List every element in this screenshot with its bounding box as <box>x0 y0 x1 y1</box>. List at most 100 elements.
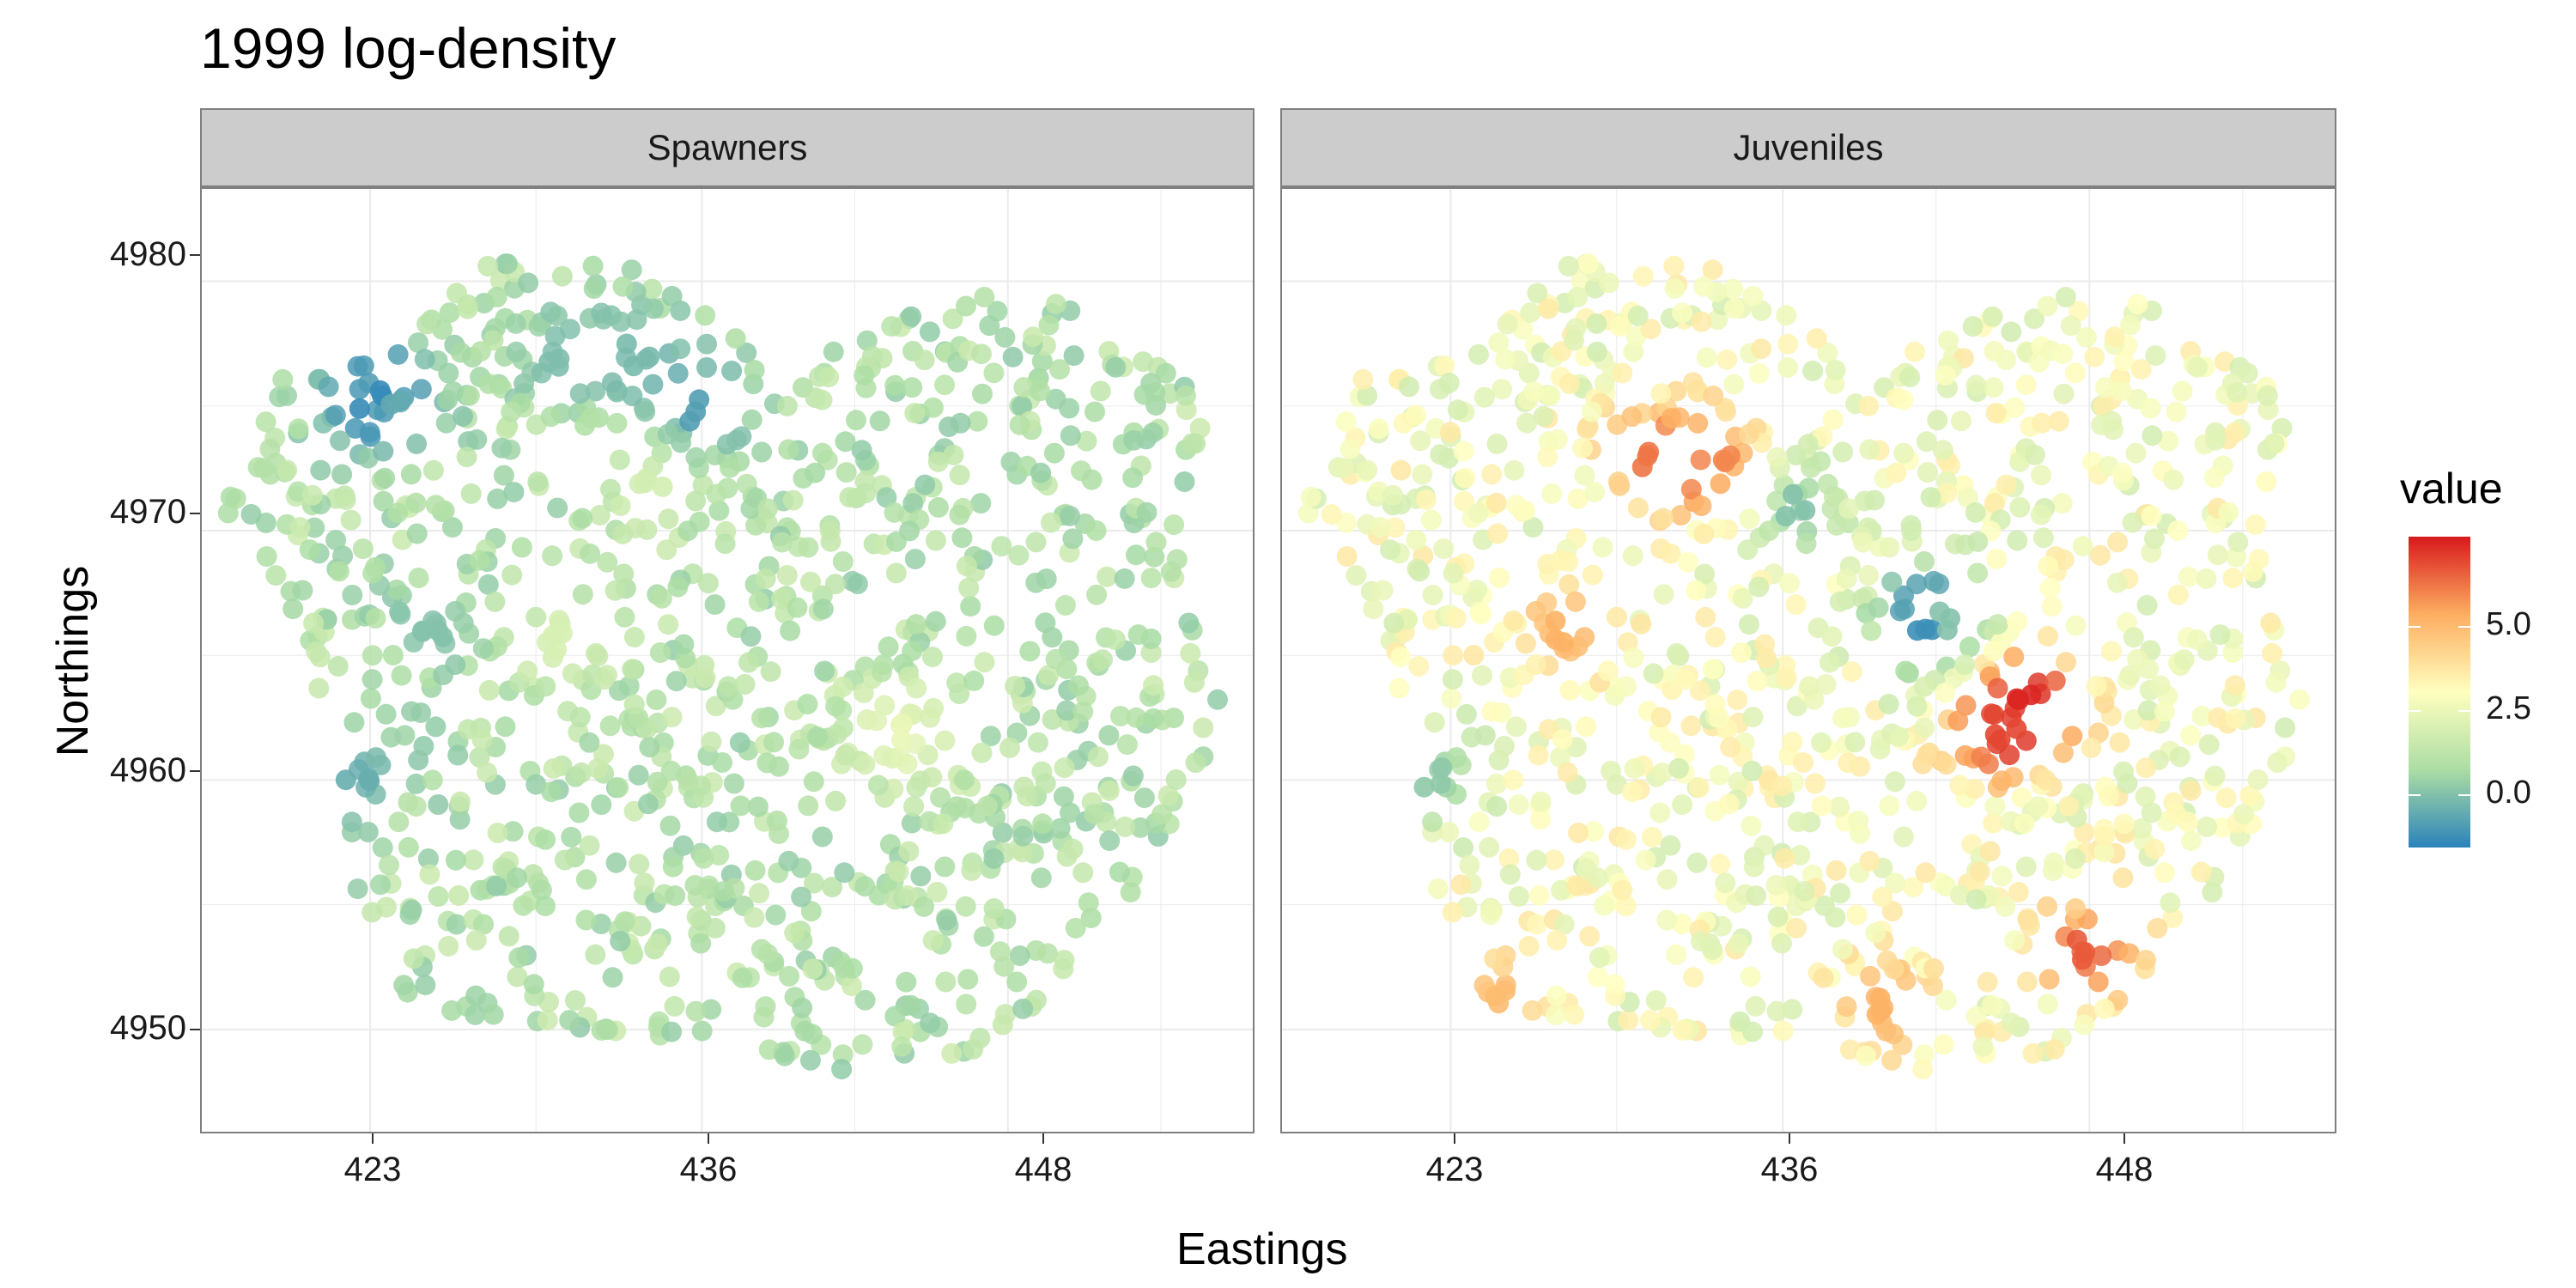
data-point <box>1370 517 1391 538</box>
data-point <box>469 746 490 768</box>
data-point <box>1691 311 1712 332</box>
data-point <box>1479 904 1501 926</box>
data-point <box>1084 401 1105 422</box>
data-point <box>1917 462 1938 483</box>
data-point <box>1059 398 1080 419</box>
data-point <box>901 306 922 327</box>
data-point <box>1030 462 1052 483</box>
data-point <box>1777 357 1798 378</box>
data-point <box>309 647 331 668</box>
data-point <box>1088 746 1109 768</box>
data-point <box>2180 830 2202 852</box>
data-point <box>1527 914 1547 935</box>
data-point <box>662 856 683 878</box>
data-point <box>1120 882 1141 903</box>
data-point <box>1775 506 1796 527</box>
data-point <box>446 914 467 935</box>
data-point <box>1623 647 1644 668</box>
data-point <box>1616 676 1637 697</box>
data-point <box>513 895 534 916</box>
data-point <box>741 409 762 430</box>
data-point <box>629 854 650 875</box>
data-point <box>2173 649 2195 671</box>
data-point <box>472 638 494 659</box>
data-point <box>361 669 383 690</box>
data-point <box>487 488 508 509</box>
data-point <box>805 462 826 483</box>
data-point <box>814 660 835 682</box>
data-point <box>511 537 532 558</box>
data-point <box>1508 886 1529 907</box>
data-point <box>1786 696 1807 717</box>
data-point <box>612 276 634 297</box>
data-point <box>1030 867 1052 889</box>
data-point <box>365 747 386 769</box>
data-point <box>832 676 854 697</box>
data-point <box>1053 786 1074 807</box>
data-point <box>950 412 971 434</box>
data-point <box>976 795 998 817</box>
data-point <box>1774 848 1795 869</box>
data-point <box>1544 849 1564 871</box>
data-point <box>1624 758 1645 779</box>
data-point <box>804 872 824 894</box>
data-point <box>349 398 370 419</box>
data-point <box>2187 356 2208 378</box>
data-point <box>375 703 397 725</box>
data-point <box>885 531 907 552</box>
data-point <box>673 634 695 655</box>
data-point <box>884 501 905 523</box>
data-point <box>1951 410 1971 432</box>
data-point <box>2032 527 2054 549</box>
data-point <box>2136 757 2157 779</box>
data-point <box>1012 998 1034 1019</box>
data-point <box>1730 642 1752 663</box>
data-point <box>792 997 813 1018</box>
data-point <box>535 676 556 697</box>
data-point <box>974 652 995 673</box>
data-point <box>1832 441 1854 463</box>
data-point <box>659 966 680 987</box>
data-point <box>448 884 470 906</box>
data-point <box>486 875 507 896</box>
data-point <box>612 523 634 544</box>
data-point <box>602 372 623 393</box>
data-point <box>1906 696 1928 717</box>
data-point <box>2209 624 2231 646</box>
data-point <box>1473 386 1495 408</box>
data-point <box>1383 612 1405 634</box>
data-point <box>930 787 951 808</box>
data-point <box>799 1049 821 1071</box>
data-point <box>1045 648 1066 670</box>
data-point <box>2093 841 2115 863</box>
data-point <box>432 626 453 647</box>
data-point <box>641 278 663 300</box>
data-point <box>1336 512 1357 533</box>
data-point <box>927 882 948 902</box>
data-point <box>325 404 346 426</box>
data-point <box>569 383 591 404</box>
data-point <box>2044 1038 2065 1060</box>
data-point <box>1914 717 1935 738</box>
data-point <box>1157 785 1179 806</box>
data-point <box>527 471 549 493</box>
data-point <box>2037 625 2058 647</box>
data-point <box>1739 508 1760 530</box>
data-point <box>1406 530 1427 550</box>
data-point <box>1739 614 1759 635</box>
data-point <box>832 551 854 572</box>
data-point <box>353 355 374 376</box>
data-point <box>1995 896 2016 917</box>
data-point <box>825 790 847 811</box>
data-point <box>1054 950 1075 971</box>
data-point <box>1012 841 1033 863</box>
data-point <box>1587 867 1608 889</box>
data-point <box>1031 350 1053 372</box>
data-point <box>2130 359 2152 380</box>
data-point <box>2065 615 2087 636</box>
data-point <box>1467 579 1488 600</box>
data-point <box>2094 377 2116 398</box>
data-point <box>1996 349 2017 371</box>
data-point <box>1868 597 1889 618</box>
data-point <box>572 584 593 605</box>
